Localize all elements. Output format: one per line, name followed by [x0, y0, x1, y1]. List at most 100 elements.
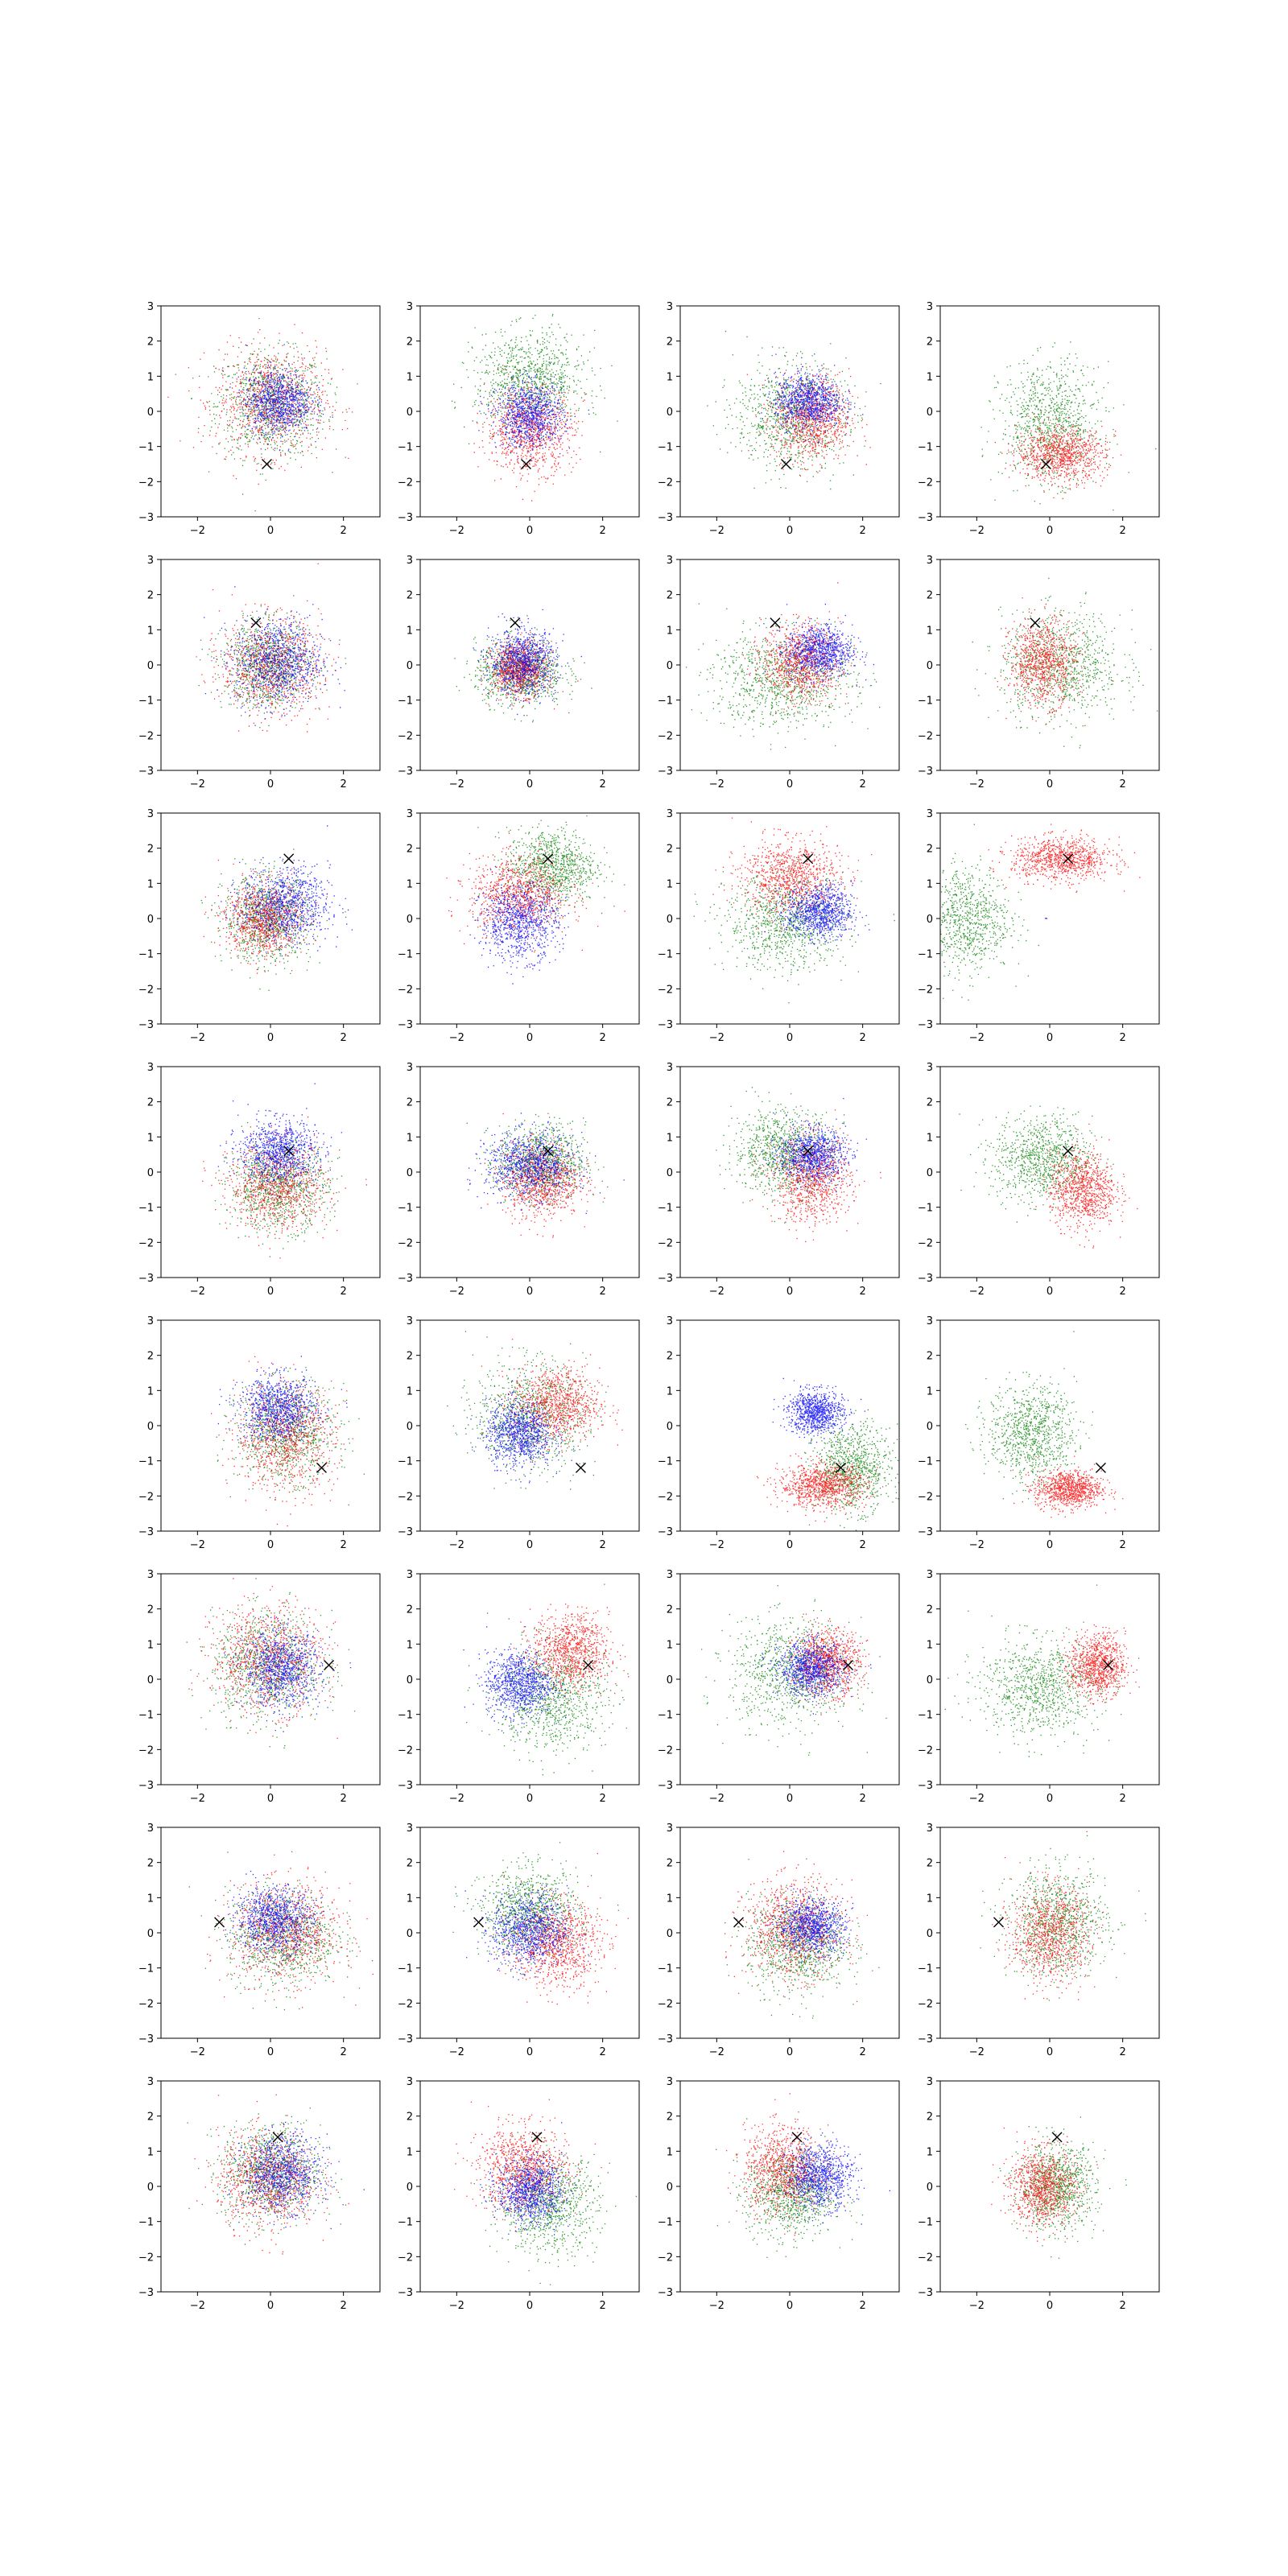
y-tick-label: −1: [918, 1710, 933, 1722]
point-cloud: [756, 1377, 899, 1531]
x-tick-label: −2: [190, 2300, 205, 2312]
red-scatter-series: [746, 365, 871, 477]
y-tick-label: −3: [138, 512, 154, 524]
y-tick-label: −2: [138, 1998, 154, 2010]
x-tick-label: −2: [969, 1793, 985, 1805]
y-tick-label: −3: [138, 2033, 154, 2046]
y-tick-label: 2: [147, 1351, 154, 1363]
x-tick-label: 2: [600, 1539, 606, 1551]
y-tick-label: 2: [147, 590, 154, 602]
x-tick-label: 0: [526, 1793, 533, 1805]
x-tick-label: −2: [190, 1793, 205, 1805]
subplot-r4-c3: −2 0 2 −3 −2 −1 0 1 2 3: [658, 1062, 900, 1298]
x-tick-label: 0: [1046, 525, 1053, 537]
x-tick-label: 0: [786, 525, 793, 537]
subplot-r4-c4: −2 0 2 −3 −2 −1 0 1 2 3: [918, 1062, 1160, 1298]
y-tick-label: 3: [667, 2076, 673, 2088]
blue-scatter-series: [217, 1356, 348, 1456]
y-tick-label: 1: [407, 1639, 413, 1651]
x-tick-label: −2: [709, 2300, 724, 2312]
point-cloud: [965, 1331, 1124, 1518]
point-cloud: [944, 1584, 1140, 1757]
y-tick-label: 0: [147, 914, 154, 926]
y-tick-label: 2: [407, 1351, 413, 1363]
x-tick-label: 0: [526, 1539, 533, 1551]
x-tick-label: −2: [709, 2046, 724, 2058]
x-tick-label: 2: [860, 1539, 866, 1551]
x-marker: [791, 2132, 803, 2143]
red-scatter-series: [756, 1451, 884, 1522]
x-tick-label: 0: [526, 2046, 533, 2058]
y-tick-label: 0: [407, 1674, 413, 1686]
y-tick-label: −2: [398, 984, 413, 996]
blue-scatter-series: [204, 586, 345, 726]
y-tick-label: −2: [918, 477, 933, 489]
subplot-r8-c1: −2 0 2 −3 −2 −1 0 1 2 3: [138, 2076, 381, 2312]
y-tick-label: 0: [927, 1674, 933, 1686]
y-tick-label: 3: [667, 808, 673, 820]
point-cloud: [701, 1585, 887, 1756]
subplot-r4-c1: −2 0 2 −3 −2 −1 0 1 2 3: [138, 1062, 381, 1298]
y-tick-label: −2: [918, 984, 933, 996]
y-tick-label: 3: [667, 555, 673, 567]
y-tick-label: −1: [918, 1203, 933, 1215]
x-tick-label: 0: [786, 778, 793, 791]
y-tick-label: −1: [138, 949, 154, 961]
x-tick-label: 0: [1046, 778, 1053, 791]
y-tick-label: −2: [918, 1491, 933, 1503]
y-tick-label: −1: [398, 442, 413, 454]
point-cloud: [452, 1842, 629, 2005]
y-tick-label: −3: [658, 512, 673, 524]
y-tick-label: −3: [658, 2287, 673, 2299]
subplot-r3-c3: −2 0 2 −3 −2 −1 0 1 2 3: [658, 808, 900, 1044]
x-tick-label: 0: [1046, 2046, 1053, 2058]
x-tick-label: −2: [190, 1032, 205, 1044]
y-tick-label: 3: [147, 555, 154, 567]
x-tick-label: −2: [190, 525, 205, 537]
y-tick-label: −2: [398, 477, 413, 489]
blue-scatter-series: [759, 353, 864, 444]
x-tick-label: 0: [526, 2300, 533, 2312]
y-tick-label: −1: [398, 1963, 413, 1975]
green-scatter-series: [707, 330, 881, 490]
y-tick-label: −1: [658, 696, 673, 708]
subplot-r5-c3: −2 0 2 −3 −2 −1 0 1 2 3: [658, 1315, 900, 1551]
x-marker: [1030, 617, 1041, 629]
y-tick-label: 3: [407, 808, 413, 820]
y-tick-label: −2: [138, 1744, 154, 1757]
x-tick-label: −2: [449, 1793, 464, 1805]
y-tick-label: 1: [927, 878, 933, 890]
x-tick-label: −2: [969, 1286, 985, 1298]
y-tick-label: 2: [927, 590, 933, 602]
point-cloud: [167, 318, 358, 512]
subplot-r6-c2: −2 0 2 −3 −2 −1 0 1 2 3: [398, 1569, 640, 1805]
y-tick-label: −1: [138, 2217, 154, 2229]
x-tick-label: −2: [969, 2300, 985, 2312]
y-tick-label: −2: [918, 1237, 933, 1249]
y-tick-label: −3: [658, 1526, 673, 1538]
y-tick-label: −2: [138, 984, 154, 996]
x-tick-label: 2: [1120, 1793, 1126, 1805]
subplot-r6-c4: −2 0 2 −3 −2 −1 0 1 2 3: [918, 1569, 1160, 1805]
y-tick-label: −2: [138, 1237, 154, 1249]
y-tick-label: 2: [667, 1351, 673, 1363]
point-cloud: [724, 1851, 899, 2019]
blue-scatter-series: [762, 1885, 854, 1971]
subplot-r4-c2: −2 0 2 −3 −2 −1 0 1 2 3: [398, 1062, 640, 1298]
y-tick-label: 0: [147, 1421, 154, 1433]
x-marker: [1063, 1146, 1074, 1157]
x-tick-label: 2: [1120, 2046, 1126, 2058]
y-tick-label: 3: [667, 1569, 673, 1581]
y-tick-label: −2: [918, 730, 933, 742]
x-marker: [316, 1462, 327, 1473]
point-cloud: [446, 815, 625, 985]
x-tick-label: 0: [267, 525, 274, 537]
y-tick-label: 0: [927, 1421, 933, 1433]
y-tick-label: 2: [407, 1604, 413, 1616]
y-tick-label: 1: [147, 1385, 154, 1397]
y-tick-label: −3: [658, 1273, 673, 1285]
y-tick-label: −1: [918, 1456, 933, 1468]
green-scatter-series: [959, 1105, 1119, 1223]
y-tick-label: 0: [667, 1167, 673, 1179]
